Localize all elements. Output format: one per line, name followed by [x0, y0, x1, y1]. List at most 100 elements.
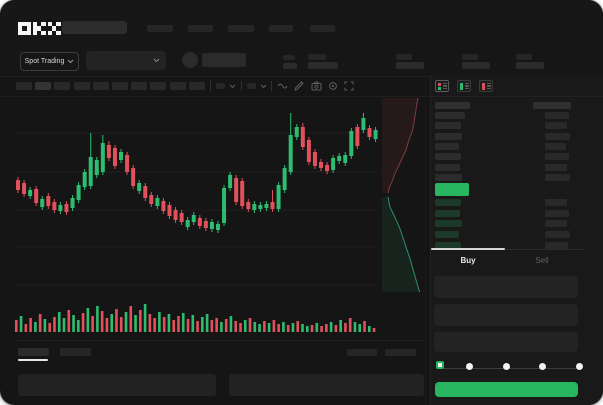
amount-slider-handle[interactable]	[436, 361, 444, 369]
ask-amount-bar	[545, 132, 570, 140]
tab-buy[interactable]: Buy	[460, 256, 476, 265]
ask-amount-bar	[545, 153, 569, 161]
chevron-down-icon[interactable]	[260, 84, 267, 89]
orderbook-view-asks-icon[interactable]	[479, 80, 493, 92]
stat2-value	[396, 62, 424, 69]
chart-toolbar	[0, 76, 430, 97]
price-input[interactable]	[434, 276, 578, 298]
bid-amount-bar	[545, 220, 567, 228]
timeframe-slot-4[interactable]	[73, 82, 90, 90]
timeframe-slot-2[interactable]	[35, 82, 52, 90]
depth-chart[interactable]	[382, 98, 428, 292]
timeframe-slot-7[interactable]	[131, 82, 148, 90]
ask-price-bar[interactable]	[435, 153, 461, 161]
timeframe-slot-6[interactable]	[112, 82, 128, 90]
timeframe-slot-5[interactable]	[92, 82, 109, 90]
chevron-down-icon	[67, 59, 74, 64]
okx-logo[interactable]	[18, 22, 61, 35]
active-tab-indicator	[431, 248, 505, 250]
fullscreen-expand-icon[interactable]	[344, 81, 354, 91]
nav-item-5[interactable]	[310, 25, 335, 32]
indicators-wave-icon[interactable]	[277, 81, 288, 91]
nav-item-3[interactable]	[228, 25, 254, 32]
bid-price-bar[interactable]	[435, 209, 460, 217]
ask-amount-bar	[545, 112, 569, 119]
bottom-tab-2[interactable]	[60, 348, 91, 356]
bottom-tab-active[interactable]	[18, 348, 49, 356]
chart-type-selector[interactable]	[247, 83, 256, 89]
bid-price-bar[interactable]	[435, 241, 461, 249]
bottom-panel-left	[18, 374, 216, 396]
bottom-action-2[interactable]	[385, 349, 416, 356]
ask-price-bar[interactable]	[435, 122, 461, 130]
ask-price-bar[interactable]	[435, 132, 462, 140]
amount-slider-track[interactable]	[439, 368, 581, 369]
timeframe-slot-1[interactable]	[16, 82, 32, 90]
slider-stop-4[interactable]	[539, 363, 546, 370]
top-navbar	[0, 0, 603, 45]
section-divider	[14, 340, 424, 341]
coin-icon	[182, 52, 198, 68]
symbol-bar: Spot Trading	[0, 44, 603, 77]
market-type-label: Spot Trading	[24, 58, 65, 65]
tabs-divider	[431, 249, 584, 250]
bid-amount-bar	[545, 199, 567, 206]
orderbook-price-header	[435, 102, 470, 109]
nav-item-1[interactable]	[147, 25, 173, 32]
timeframe-slot-9[interactable]	[169, 82, 186, 90]
nav-item-4[interactable]	[269, 25, 293, 32]
stat2-label	[396, 54, 412, 60]
ask-amount-bar	[545, 163, 567, 171]
search-input[interactable]	[62, 21, 127, 34]
slider-stop-2[interactable]	[466, 363, 473, 370]
timeframe-slot-8[interactable]	[150, 82, 167, 90]
orderbook-amount-header	[533, 102, 571, 109]
interval-selector[interactable]	[216, 83, 225, 89]
total-input[interactable]	[434, 332, 578, 352]
bid-amount-bar	[545, 241, 568, 249]
stat-mini-value	[283, 63, 297, 69]
bid-amount-bar	[545, 209, 569, 217]
stat3-label	[462, 54, 478, 60]
bid-price-bar[interactable]	[435, 231, 459, 239]
ask-price-bar[interactable]	[435, 163, 460, 171]
bottom-action-1[interactable]	[347, 349, 377, 356]
ask-price-bar[interactable]	[435, 142, 459, 150]
ask-amount-bar	[545, 122, 567, 130]
pair-selector[interactable]	[86, 51, 166, 70]
panel-divider	[431, 96, 603, 97]
settings-gear-icon[interactable]	[328, 81, 338, 91]
orderbook-view-bids-icon[interactable]	[457, 80, 471, 92]
last-price-highlight[interactable]	[435, 183, 469, 196]
draw-pencil-icon[interactable]	[294, 81, 304, 91]
chevron-down-icon[interactable]	[229, 84, 236, 89]
slider-stop-5[interactable]	[575, 363, 583, 370]
stat1-label	[308, 54, 326, 60]
timeframe-slot-3[interactable]	[54, 82, 71, 90]
market-type-selector[interactable]: Spot Trading	[20, 52, 79, 71]
amount-input[interactable]	[434, 304, 578, 326]
ask-price-bar[interactable]	[435, 112, 465, 119]
bid-price-bar[interactable]	[435, 199, 461, 206]
timeframe-slot-10[interactable]	[188, 82, 205, 90]
candlestick-chart[interactable]	[14, 98, 378, 292]
orderbook-view-combined-icon[interactable]	[435, 80, 449, 92]
camera-icon[interactable]	[311, 81, 322, 91]
tab-sell[interactable]: Sell	[535, 256, 549, 265]
trade-panel: Buy Sell	[430, 76, 603, 405]
slider-stop-3[interactable]	[502, 363, 510, 370]
stat1-value	[308, 62, 338, 69]
stat4-value	[516, 62, 544, 69]
buy-button[interactable]	[435, 382, 578, 397]
nav-item-2[interactable]	[188, 25, 213, 32]
volume-bars	[15, 304, 376, 332]
chevron-down-icon	[153, 58, 160, 63]
stat3-value	[462, 62, 490, 69]
bottom-panel-right	[229, 374, 424, 396]
stat-mini-label	[283, 55, 295, 60]
ask-price-bar[interactable]	[435, 173, 462, 181]
ask-amount-bar	[545, 173, 570, 181]
bid-price-bar[interactable]	[435, 220, 462, 228]
